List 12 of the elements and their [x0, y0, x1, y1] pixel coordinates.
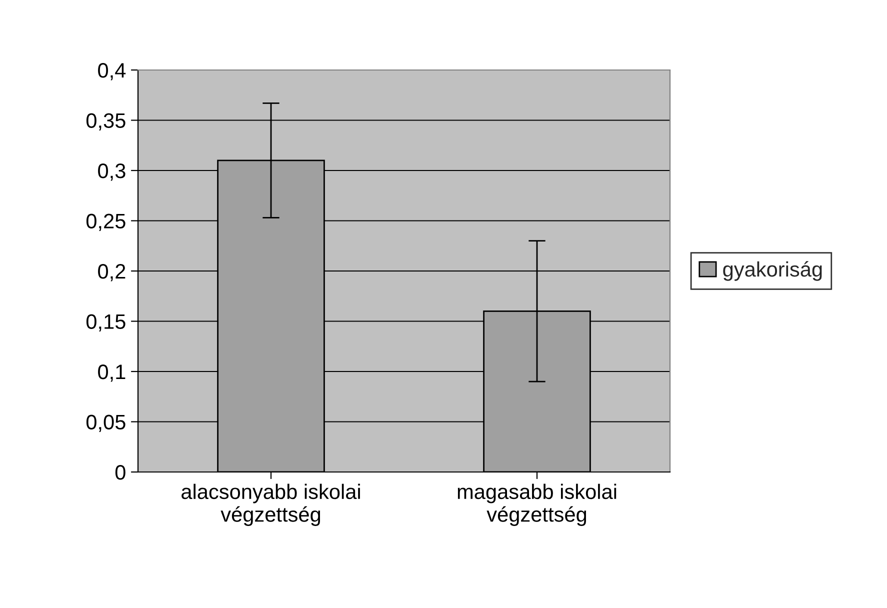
y-tick-label: 0 [115, 465, 126, 480]
y-tick-label: 0,2 [98, 264, 126, 282]
y-tick-label: 0,1 [98, 364, 126, 382]
legend-label: gyakoriság [723, 261, 822, 281]
y-tick-label: 0,15 [86, 314, 126, 332]
y-tick-label: 0,4 [98, 63, 126, 80]
y-tick-label: 0,3 [98, 164, 126, 181]
y-tick-label: 0,35 [86, 113, 126, 130]
y-tick-label: 0,25 [86, 214, 126, 231]
y-tick-label: 0,05 [86, 414, 126, 432]
x-tick-label: magasabb iskolai végzettség [458, 484, 616, 526]
x-tick-label: alacsonyabb iskolai végzettség [182, 484, 360, 526]
